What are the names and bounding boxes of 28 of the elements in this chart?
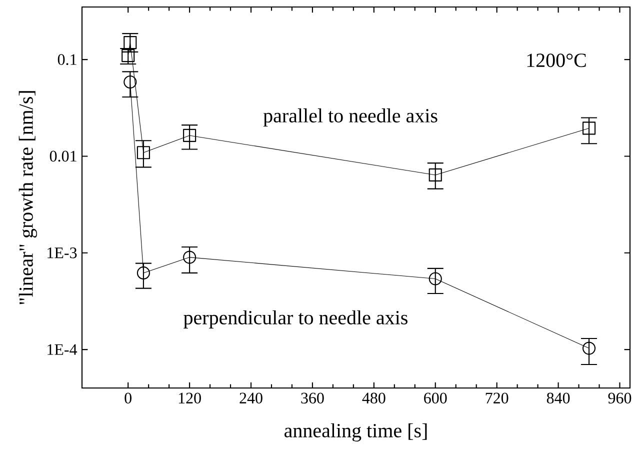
point (124, 75, 137, 89)
point (136, 266, 150, 280)
x-tick-label: 600 (424, 392, 447, 404)
y-tick-label: 0.01 (50, 150, 76, 162)
series-label: perpendicular to needle axis (184, 310, 408, 328)
x-tick-label: 360 (301, 392, 324, 404)
y-axis-title: "linear" growth rate [nm/s] (18, 91, 38, 304)
point (582, 122, 596, 135)
y-tick-label: 0.1 (58, 54, 76, 66)
point (428, 272, 442, 286)
point (428, 168, 442, 182)
point (582, 342, 596, 355)
x-tick-label: 720 (486, 392, 508, 404)
point (183, 128, 196, 142)
x-tick-label: 240 (240, 392, 262, 404)
y-tick-label: 1E-4 (48, 344, 78, 355)
series-label: parallel to needle axis (263, 108, 438, 127)
point (124, 36, 137, 50)
x-tick-label: 840 (546, 392, 570, 404)
x-tick-label: 960 (608, 392, 632, 404)
annotation: 1200°C (527, 54, 586, 68)
x-axis-title: annealing time [s] (284, 423, 427, 442)
x-tick-label: 0 (124, 392, 132, 404)
point (183, 250, 196, 264)
y-tick-label: 1E-3 (48, 247, 77, 258)
x-tick-label: 480 (362, 392, 386, 404)
x-tick-label: 120 (178, 392, 201, 404)
point (136, 146, 150, 160)
